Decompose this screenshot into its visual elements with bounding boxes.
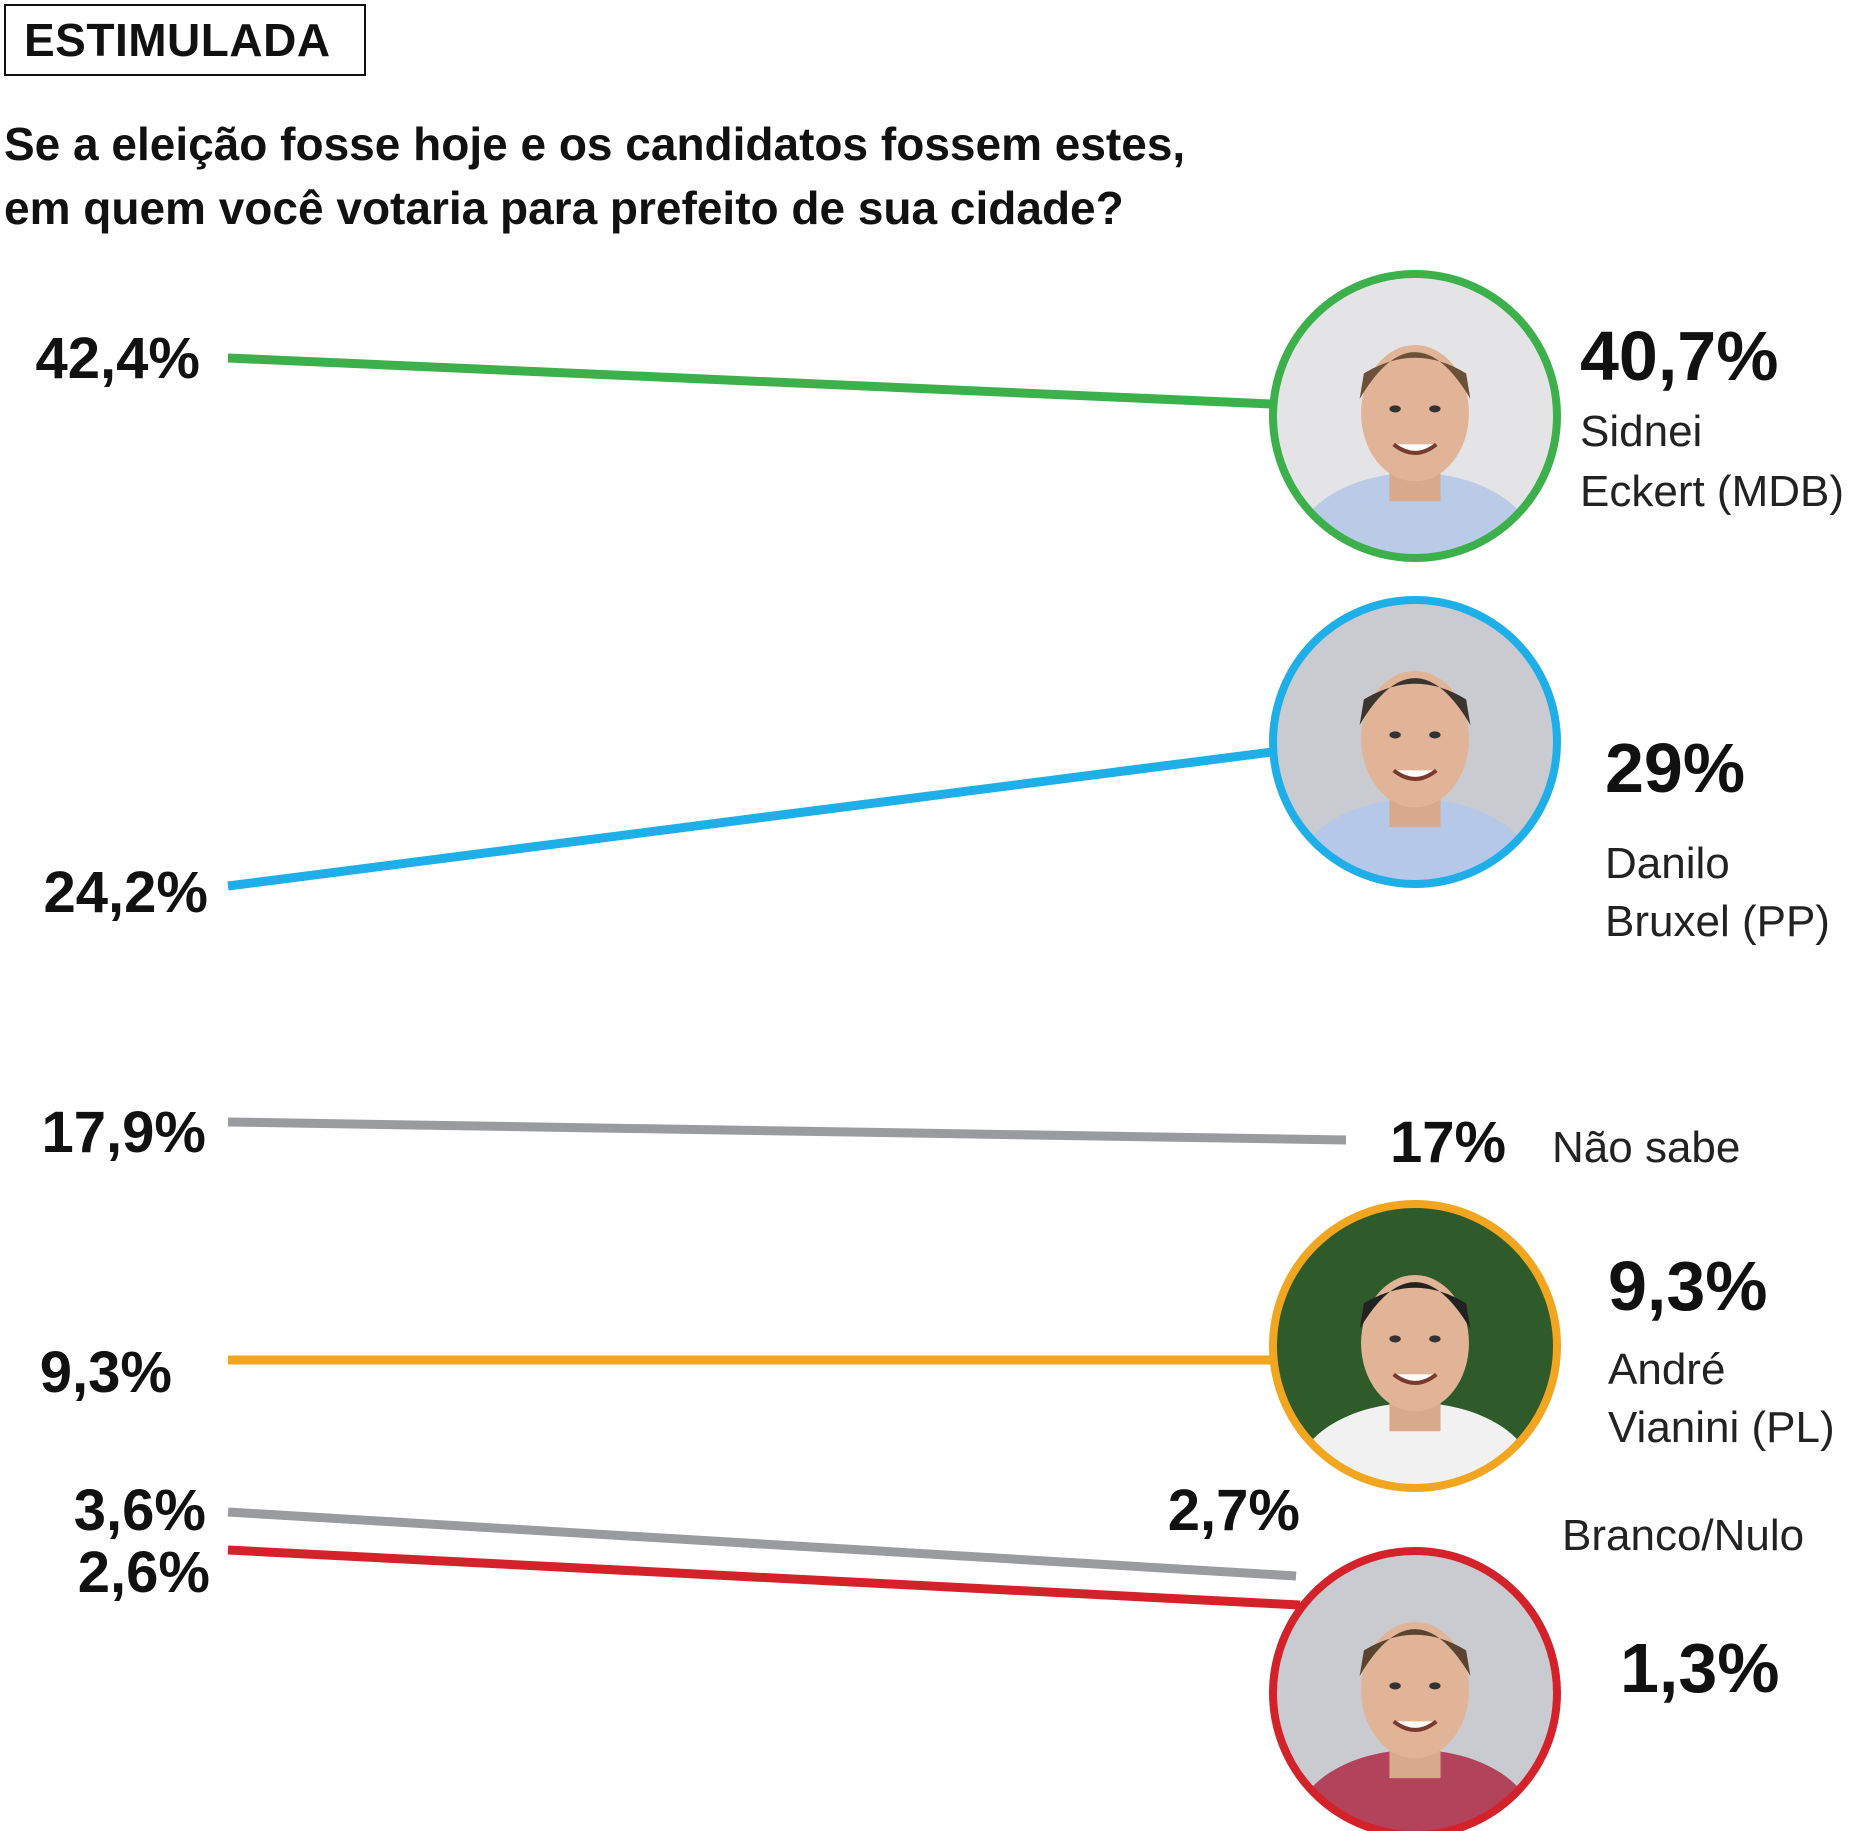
series-6-end-label: 1,3%	[1620, 1629, 1780, 1707]
series-2-start-label: 24,2%	[44, 860, 208, 925]
candidate-photo-danilo	[1269, 596, 1561, 888]
series-1-photo-ring	[1269, 270, 1561, 562]
candidate-photo-red	[1269, 1547, 1561, 1831]
series-1-line	[227, 353, 1273, 409]
series-6-line	[227, 1545, 1301, 1610]
series-3-end-label: 17%	[1390, 1110, 1506, 1175]
series-4-name-line-1: André	[1608, 1345, 1725, 1394]
series-5-line	[227, 1507, 1297, 1581]
series-1-start-label: 42,4%	[36, 326, 200, 391]
series-1-name-line-2: Eckert (MDB)	[1580, 467, 1844, 516]
series-2-line	[227, 747, 1273, 891]
chart-question: Se a eleição fosse hoje e os candidatos …	[4, 112, 1204, 240]
series-2-name-line-2: Bruxel (PP)	[1605, 897, 1830, 946]
series-5-name: Branco/Nulo	[1562, 1511, 1804, 1560]
category-tag: ESTIMULADA	[4, 4, 366, 76]
series-2-name-line-1: Danilo	[1605, 839, 1730, 888]
series-1-name-line-1: Sidnei	[1580, 407, 1702, 456]
candidate-photo-sidnei	[1269, 270, 1561, 562]
question-line-2: em quem você votaria para prefeito de su…	[4, 182, 1124, 234]
series-6-start-label: 2,6%	[78, 1540, 210, 1605]
series-6-photo-ring	[1269, 1547, 1561, 1831]
series-5-end-label: 2,7%	[1168, 1478, 1300, 1543]
question-line-1: Se a eleição fosse hoje e os candidatos …	[4, 118, 1186, 170]
series-4-photo-ring	[1269, 1200, 1561, 1492]
series-4-name-line-2: Vianini (PL)	[1608, 1403, 1835, 1452]
series-4-start-label: 9,3%	[40, 1340, 172, 1405]
series-2-end-label: 29%	[1605, 729, 1745, 807]
series-2-photo-ring	[1269, 596, 1561, 888]
series-3-name: Não sabe	[1552, 1123, 1740, 1172]
series-3-start-label: 17,9%	[42, 1100, 206, 1165]
series-4-end-label: 9,3%	[1608, 1247, 1768, 1325]
series-1-end-label: 40,7%	[1580, 317, 1778, 395]
series-3-line	[227, 1117, 1347, 1145]
candidate-photo-andre	[1269, 1200, 1561, 1492]
series-5-start-label: 3,6%	[74, 1478, 206, 1543]
